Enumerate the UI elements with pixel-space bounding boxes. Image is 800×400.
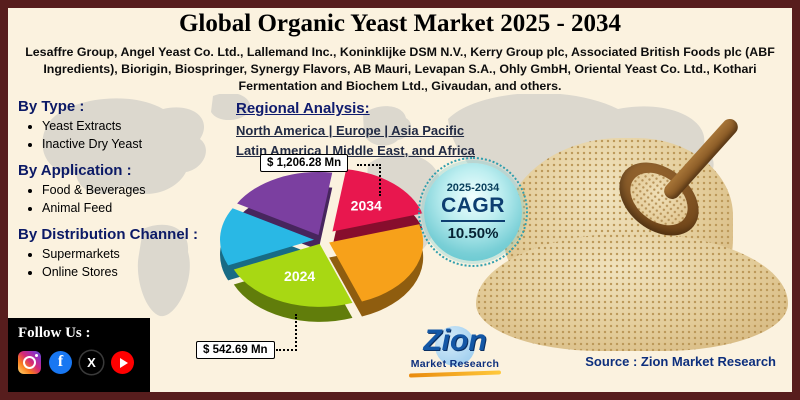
- yeast-powder-image: [476, 233, 788, 351]
- segment-item: Supermarkets: [42, 247, 236, 261]
- segment-item: Online Stores: [42, 265, 236, 279]
- social-icons-row: [18, 351, 140, 374]
- follow-us-panel: Follow Us :: [8, 318, 150, 392]
- pie-chart: 2034 2024: [220, 169, 424, 322]
- callout-connector: [379, 164, 381, 196]
- x-twitter-icon[interactable]: [80, 351, 103, 374]
- segment-by-distribution-channel: By Distribution Channel : Supermarkets O…: [18, 226, 236, 279]
- segmentation-panel: By Type : Yeast Extracts Inactive Dry Ye…: [18, 98, 236, 285]
- segment-item: Inactive Dry Yeast: [42, 137, 236, 151]
- regional-analysis-panel: Regional Analysis: North America | Europ…: [236, 100, 526, 160]
- instagram-lens: [23, 356, 36, 369]
- logo-name: Zion: [423, 324, 487, 357]
- value-callout-2024: $ 542.69 Mn: [196, 341, 275, 359]
- cagr-label: CAGR: [441, 194, 505, 222]
- page-title: Global Organic Yeast Market 2025 - 2034: [178, 10, 622, 37]
- value-callout-2034: $ 1,206.28 Mn: [260, 154, 349, 172]
- regional-heading: Regional Analysis:: [236, 100, 370, 117]
- cagr-period: 2025-2034: [446, 182, 500, 195]
- regional-line-1: North America | Europe | Asia Pacific: [236, 123, 465, 138]
- segment-heading: By Type :: [18, 98, 85, 115]
- youtube-icon[interactable]: [111, 351, 134, 374]
- regional-line-2: Latin America | Middle East, and Africa: [236, 142, 475, 158]
- callout-connector: [357, 164, 381, 166]
- cagr-badge: 2025-2034 CAGR 10.50%: [418, 157, 528, 267]
- segment-heading: By Distribution Channel :: [18, 226, 198, 243]
- facebook-icon[interactable]: [49, 351, 72, 374]
- segment-item: Animal Feed: [42, 201, 236, 215]
- segment-by-application: By Application : Food & Beverages Animal…: [18, 162, 236, 215]
- segment-item: Yeast Extracts: [42, 119, 236, 133]
- logo-subtitle: Market Research: [410, 358, 500, 370]
- segment-by-type: By Type : Yeast Extracts Inactive Dry Ye…: [18, 98, 236, 151]
- cagr-value: 10.50%: [447, 224, 499, 242]
- callout-connector: [295, 314, 297, 351]
- play-triangle-icon: [119, 357, 128, 368]
- instagram-dot: [34, 354, 38, 357]
- segment-item: Food & Beverages: [42, 183, 236, 197]
- zion-logo: Zion Market Research: [392, 324, 518, 378]
- source-text: Source : Zion Market Research: [585, 354, 776, 369]
- logo-globe-icon: [435, 326, 475, 366]
- segment-list: Food & Beverages Animal Feed: [18, 183, 236, 215]
- segment-heading: By Application :: [18, 162, 132, 179]
- svg-text:2024: 2024: [284, 268, 315, 284]
- segment-list: Supermarkets Online Stores: [18, 247, 236, 279]
- segment-list: Yeast Extracts Inactive Dry Yeast: [18, 119, 236, 151]
- instagram-icon[interactable]: [18, 351, 41, 374]
- callout-connector: [276, 349, 297, 351]
- follow-us-label: Follow Us :: [18, 325, 91, 341]
- key-players-text: Lesaffre Group, Angel Yeast Co. Ltd., La…: [25, 45, 775, 94]
- svg-text:2034: 2034: [351, 197, 382, 213]
